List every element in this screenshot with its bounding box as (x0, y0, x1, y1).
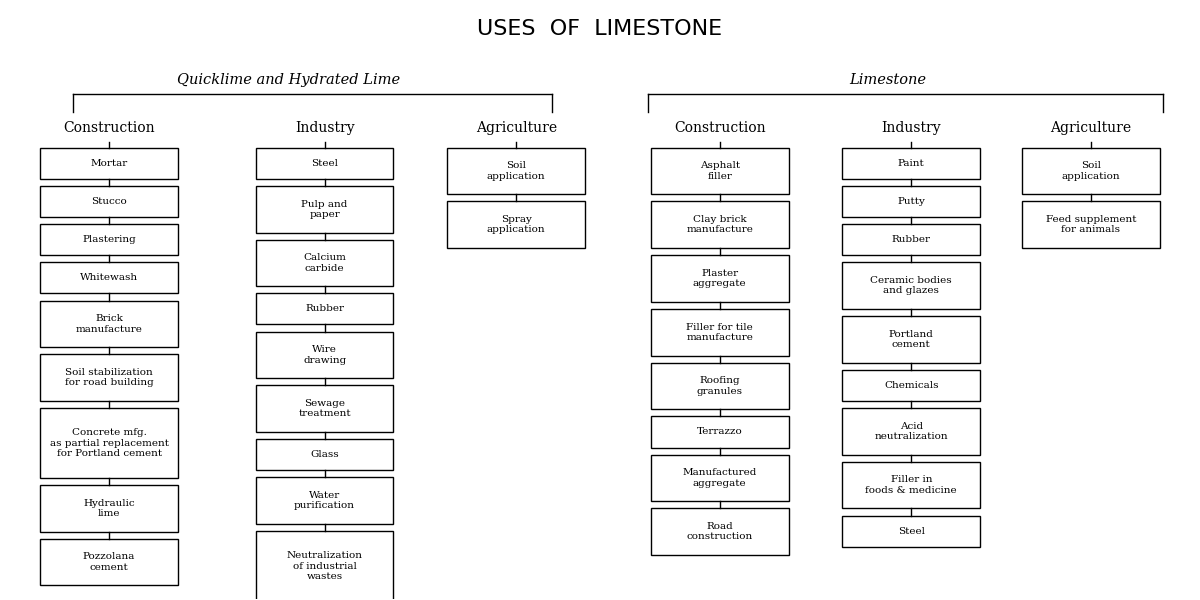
Text: Soil
application: Soil application (487, 161, 546, 181)
Text: Soil stabilization
for road building: Soil stabilization for road building (65, 368, 154, 388)
Text: Industry: Industry (295, 121, 354, 135)
Text: Rubber: Rubber (892, 235, 931, 244)
Text: Acid
neutralization: Acid neutralization (875, 422, 948, 441)
Text: Hydraulic
lime: Hydraulic lime (83, 499, 134, 518)
FancyBboxPatch shape (650, 309, 788, 356)
Text: Steel: Steel (311, 159, 338, 168)
Text: Quicklime and Hydrated Lime: Quicklime and Hydrated Lime (178, 73, 401, 87)
Text: USES  OF  LIMESTONE: USES OF LIMESTONE (478, 19, 722, 40)
Text: Manufactured
aggregate: Manufactured aggregate (683, 468, 757, 488)
FancyBboxPatch shape (650, 508, 788, 555)
Text: Rubber: Rubber (305, 304, 344, 313)
FancyBboxPatch shape (448, 202, 586, 248)
FancyBboxPatch shape (41, 485, 178, 532)
FancyBboxPatch shape (842, 316, 980, 363)
FancyBboxPatch shape (650, 416, 788, 448)
Text: Putty: Putty (898, 197, 925, 206)
Text: Steel: Steel (898, 527, 925, 536)
FancyBboxPatch shape (842, 186, 980, 217)
Text: Whitewash: Whitewash (80, 274, 138, 283)
FancyBboxPatch shape (256, 332, 394, 378)
Text: Mortar: Mortar (90, 159, 127, 168)
FancyBboxPatch shape (842, 408, 980, 455)
Text: Stucco: Stucco (91, 197, 127, 206)
FancyBboxPatch shape (41, 355, 178, 401)
Text: Terrazzo: Terrazzo (697, 427, 743, 436)
Text: Water
purification: Water purification (294, 491, 355, 511)
Text: Filler for tile
manufacture: Filler for tile manufacture (686, 323, 754, 342)
Text: Plastering: Plastering (83, 235, 136, 244)
Text: Concrete mfg.
as partial replacement
for Portland cement: Concrete mfg. as partial replacement for… (49, 428, 169, 458)
FancyBboxPatch shape (41, 224, 178, 255)
Text: Clay brick
manufacture: Clay brick manufacture (686, 215, 754, 235)
Text: Wire
drawing: Wire drawing (304, 345, 347, 365)
Text: Paint: Paint (898, 159, 925, 168)
FancyBboxPatch shape (842, 370, 980, 401)
Text: Filler in
foods & medicine: Filler in foods & medicine (865, 475, 958, 495)
Text: Agriculture: Agriculture (1050, 121, 1132, 135)
Text: Pozzolana
cement: Pozzolana cement (83, 553, 136, 572)
FancyBboxPatch shape (1022, 148, 1159, 194)
Text: Construction: Construction (64, 121, 155, 135)
Text: Brick
manufacture: Brick manufacture (76, 314, 143, 334)
FancyBboxPatch shape (650, 148, 788, 194)
FancyBboxPatch shape (842, 262, 980, 309)
FancyBboxPatch shape (256, 186, 394, 233)
FancyBboxPatch shape (41, 262, 178, 293)
Text: Neutralization
of industrial
wastes: Neutralization of industrial wastes (287, 551, 362, 581)
FancyBboxPatch shape (256, 239, 394, 286)
FancyBboxPatch shape (1022, 202, 1159, 248)
FancyBboxPatch shape (41, 301, 178, 347)
Text: Pulp and
paper: Pulp and paper (301, 200, 348, 219)
FancyBboxPatch shape (842, 148, 980, 179)
FancyBboxPatch shape (650, 455, 788, 501)
FancyBboxPatch shape (256, 531, 394, 600)
Text: Asphalt
filler: Asphalt filler (700, 161, 739, 181)
FancyBboxPatch shape (842, 224, 980, 255)
FancyBboxPatch shape (41, 148, 178, 179)
FancyBboxPatch shape (650, 202, 788, 248)
Text: Road
construction: Road construction (686, 522, 752, 541)
FancyBboxPatch shape (256, 148, 394, 179)
Text: Limestone: Limestone (848, 73, 926, 87)
Text: Portland
cement: Portland cement (889, 330, 934, 349)
Text: Roofing
granules: Roofing granules (697, 376, 743, 396)
FancyBboxPatch shape (41, 186, 178, 217)
Text: Spray
application: Spray application (487, 215, 546, 235)
FancyBboxPatch shape (650, 255, 788, 302)
FancyBboxPatch shape (41, 408, 178, 478)
FancyBboxPatch shape (842, 515, 980, 547)
Text: Glass: Glass (311, 450, 338, 459)
Text: Plaster
aggregate: Plaster aggregate (692, 269, 746, 288)
FancyBboxPatch shape (41, 539, 178, 586)
FancyBboxPatch shape (256, 385, 394, 432)
Text: Sewage
treatment: Sewage treatment (299, 399, 350, 418)
FancyBboxPatch shape (448, 148, 586, 194)
FancyBboxPatch shape (256, 439, 394, 470)
Text: Ceramic bodies
and glazes: Ceramic bodies and glazes (870, 276, 952, 295)
FancyBboxPatch shape (256, 293, 394, 325)
Text: Chemicals: Chemicals (884, 381, 938, 390)
FancyBboxPatch shape (256, 478, 394, 524)
Text: Industry: Industry (882, 121, 941, 135)
FancyBboxPatch shape (650, 363, 788, 409)
Text: Feed supplement
for animals: Feed supplement for animals (1045, 215, 1136, 235)
Text: Agriculture: Agriculture (475, 121, 557, 135)
Text: Soil
application: Soil application (1062, 161, 1120, 181)
Text: Calcium
carbide: Calcium carbide (304, 253, 346, 272)
Text: Construction: Construction (674, 121, 766, 135)
FancyBboxPatch shape (842, 462, 980, 508)
